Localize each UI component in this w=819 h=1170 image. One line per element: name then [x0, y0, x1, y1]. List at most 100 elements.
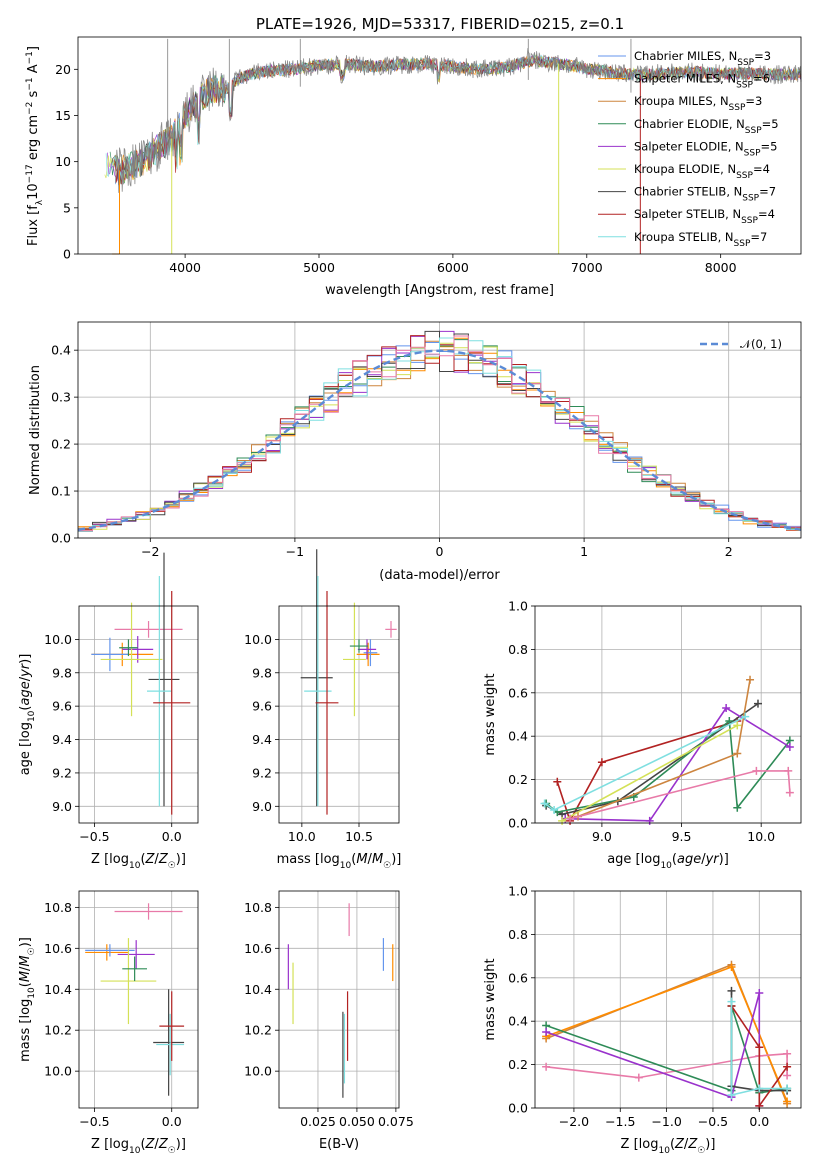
y-tick-label: 10.6 — [44, 941, 72, 956]
label-part: ☉ — [383, 861, 391, 871]
label-part: Z — [158, 852, 169, 867]
label-part: / — [684, 1137, 689, 1152]
label-part: ☉ — [168, 1146, 176, 1156]
weight-point — [783, 1071, 792, 1080]
label-part: E(B-V) — [319, 1137, 359, 1152]
weight-point — [597, 758, 606, 767]
label-part: / — [368, 852, 373, 867]
label-part: Salpeter STELIB, N — [634, 207, 741, 221]
y-tick-label: 9.8 — [252, 665, 272, 680]
axes-frame — [534, 890, 802, 1109]
y-tick-label: 10.6 — [244, 941, 272, 956]
axes-frame — [78, 890, 199, 1109]
x-axis-label: age [log10(age/yr)] — [607, 852, 729, 871]
label-part: ☉ — [697, 1146, 705, 1156]
axes-age_vs_Z: −0.5 0.09.09.29.49.69.810.0Z [log10(Z/Z☉)… — [18, 552, 199, 871]
weight-point — [645, 816, 654, 825]
label-part: ( — [670, 1137, 675, 1152]
label-part: =7 — [750, 230, 767, 244]
y-tick-label: 15 — [55, 108, 71, 123]
x-tick-label: 0.0 — [749, 1114, 769, 1129]
x-tick-label: 4000 — [169, 260, 201, 275]
y-tick-label: 10.4 — [244, 982, 272, 997]
weight-point — [550, 805, 559, 814]
axes-mass_vs_ebv: 0.025 0.050 0.075 10.0 10.2 10.4 10.6 10.8 E(B-V… — [244, 890, 414, 1152]
x-tick-label: 10.0 — [288, 829, 316, 844]
legend-label: Salpeter ELODIE, NSSP=5 — [634, 139, 777, 158]
y-tick-label: 9.8 — [52, 665, 72, 680]
legend-label: Kroupa STELIB, NSSP=7 — [634, 230, 767, 249]
weight-point — [727, 997, 736, 1006]
x-tick-label: 0.0 — [162, 829, 182, 844]
y-axis-label: mass weight — [483, 958, 498, 1040]
weight-point — [783, 1049, 792, 1058]
label-part: )] — [176, 852, 186, 867]
weight-line — [544, 715, 746, 811]
weight-point — [755, 1043, 764, 1052]
axes-frame — [278, 890, 400, 1109]
y-tick-label: 0.4 — [51, 343, 71, 358]
legend-label: Chabrier MILES, NSSP=3 — [634, 49, 771, 68]
axes-residuals: −2 −1 0 1 2 0.0 0.1 0.2 0.3 0.4 𝒩(0, 1) (data-model… — [28, 321, 802, 583]
label-part: Z — [687, 1137, 698, 1152]
label-part: 10 — [129, 861, 141, 871]
label-part: 10 — [26, 183, 41, 200]
y-tick-label: 10.0 — [44, 632, 72, 647]
label-part: 10 — [340, 861, 352, 871]
label-part: −2 — [25, 102, 35, 115]
label-part: =5 — [762, 117, 779, 131]
label-part: 10 — [658, 1146, 670, 1156]
label-part: Chabrier STELIB, N — [634, 185, 742, 199]
y-tick-label: 0.2 — [508, 1057, 528, 1072]
weight-point — [542, 1062, 551, 1071]
y-tick-label: 0.0 — [508, 1101, 528, 1116]
label-part: s — [26, 90, 41, 101]
weight-point — [553, 777, 562, 786]
plot-content — [300, 549, 397, 815]
plot-content — [540, 675, 794, 825]
x-tick-label: 6000 — [437, 260, 469, 275]
weight-point — [752, 766, 761, 775]
label-part: 10 — [27, 710, 37, 722]
y-tick-label: 10.2 — [244, 1023, 272, 1038]
figure-title: PLATE=1926, MJD=53317, FIBERID=0215, z=0… — [256, 15, 624, 33]
label-part: Chabrier ELODIE, N — [634, 117, 745, 131]
weight-point — [783, 1062, 792, 1071]
y-tick-label: 0.1 — [51, 484, 71, 499]
x-tick-label: −1 — [286, 544, 304, 559]
label-part: M — [372, 852, 383, 867]
x-tick-label: 5000 — [303, 260, 335, 275]
y-tick-label: 9.0 — [52, 799, 72, 814]
y-tick-label: 10.0 — [244, 632, 272, 647]
weight-line — [577, 679, 751, 818]
y-tick-label: 20 — [55, 62, 71, 77]
legend-label: Chabrier STELIB, NSSP=7 — [634, 185, 776, 204]
label-part: SSP — [729, 103, 746, 113]
weight-line — [561, 724, 738, 822]
label-part: =6 — [753, 72, 770, 86]
weight-point — [783, 1084, 792, 1093]
label-part: =4 — [753, 162, 770, 176]
y-tick-label: 0.6 — [508, 685, 528, 700]
weight-line — [730, 1001, 788, 1097]
y-tick-label: 10.8 — [244, 900, 272, 915]
weight-point — [727, 986, 736, 995]
y-tick-label: 10 — [55, 154, 71, 169]
x-tick-label: 0.025 — [300, 1114, 336, 1129]
y-tick-label: 0.0 — [51, 531, 71, 546]
x-tick-label: 10.0 — [747, 829, 775, 844]
y-tick-label: 0.8 — [508, 927, 528, 942]
weight-point — [727, 962, 736, 971]
weight-line — [569, 770, 791, 820]
weight-point — [542, 1028, 551, 1037]
label-part: Z [log — [91, 852, 129, 867]
label-part: )] — [176, 1137, 186, 1152]
label-part: SSP — [744, 148, 761, 158]
weight-point — [755, 988, 764, 997]
label-part: / — [701, 852, 706, 867]
label-part: =7 — [759, 185, 776, 199]
x-tick-label: 1 — [580, 544, 588, 559]
histogram-step — [78, 337, 801, 532]
